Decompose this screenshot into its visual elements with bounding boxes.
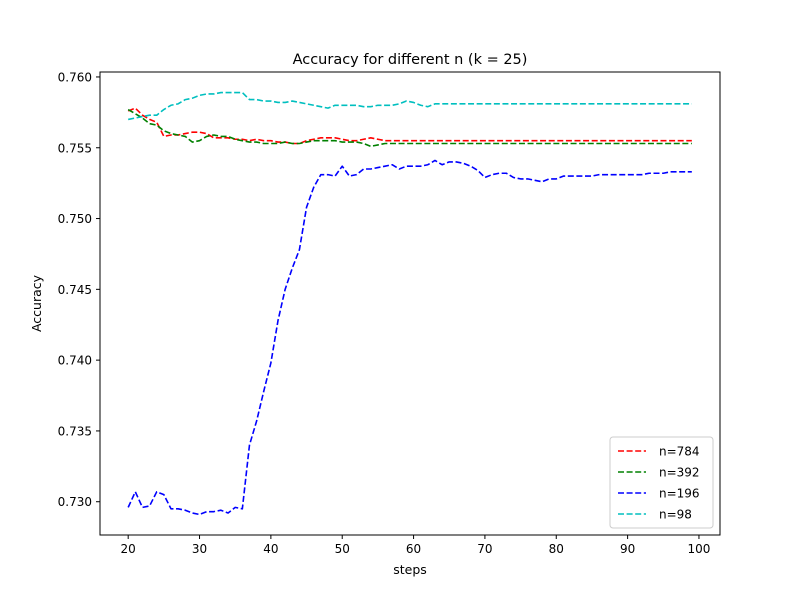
legend-label: n=98 [659, 508, 692, 522]
y-tick-label: 0.730 [58, 495, 92, 509]
legend-label: n=392 [659, 466, 700, 480]
y-tick-label: 0.750 [58, 212, 92, 226]
x-tick-label: 70 [477, 542, 492, 556]
series-line-n-98 [128, 91, 692, 121]
plot-series [127, 91, 692, 516]
y-tick-label: 0.760 [58, 70, 92, 84]
x-tick-label: 40 [263, 542, 278, 556]
y-axis: 0.730 0.735 0.740 0.745 0.750 0.755 0.760 [58, 70, 100, 509]
legend-box [609, 436, 714, 529]
x-tick-label: 20 [121, 542, 136, 556]
chart-title: Accuracy for different n (k = 25) [293, 52, 528, 68]
x-axis-label: steps [393, 562, 427, 577]
y-tick-label: 0.745 [58, 283, 92, 297]
legend-label: n=196 [659, 487, 700, 501]
x-tick-label: 30 [192, 542, 207, 556]
x-tick-label: 50 [335, 542, 350, 556]
x-tick-label: 90 [620, 542, 635, 556]
legend: n=784 n=392 n=196 n=98 [609, 436, 714, 529]
series-line-n-196 [127, 159, 692, 516]
x-tick-label: 60 [406, 542, 421, 556]
legend-label: n=784 [659, 445, 700, 459]
x-tick-label: 80 [549, 542, 564, 556]
series-line-n-392 [127, 108, 692, 148]
series-line-n-784 [127, 107, 692, 145]
x-tick-label: 100 [687, 542, 710, 556]
y-tick-label: 0.740 [58, 354, 92, 368]
x-axis: 20 30 40 50 60 70 80 90 100 [121, 535, 710, 556]
y-tick-label: 0.735 [58, 424, 92, 438]
y-tick-label: 0.755 [58, 141, 92, 155]
y-axis-label: Accuracy [29, 274, 44, 332]
plot-frame [99, 71, 721, 536]
